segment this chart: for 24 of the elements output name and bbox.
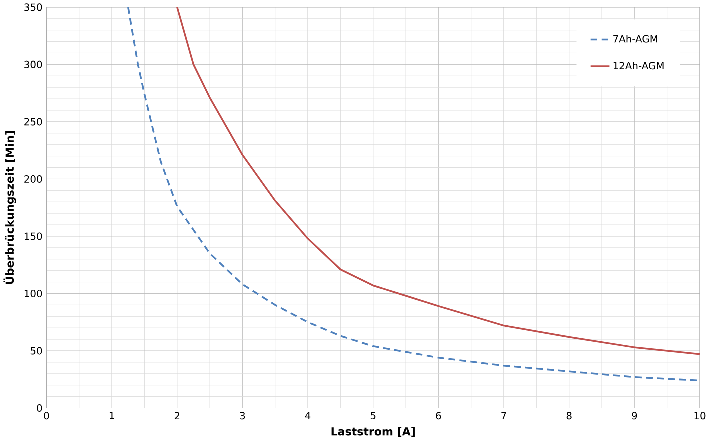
x-tick-label: 7 [502,412,506,420]
x-tick-label: 6 [436,412,442,420]
y-tick-label: 50 [30,347,42,355]
y-tick-label: 350 [24,4,42,12]
x-tick-label: 10 [694,412,706,420]
y-tick-label: 0 [37,404,42,412]
x-tick-label: 8 [566,412,572,420]
x-tick-label: 2 [174,412,180,420]
y-tick-label: 200 [24,176,42,184]
x-axis-title: Laststrom [A] [332,427,415,438]
x-tick-label: 4 [305,412,311,420]
legend-label: 12Ah-AGM [614,62,664,70]
legend-label: 7Ah-AGM [614,35,658,43]
y-tick-label: 300 [24,61,42,69]
line-series [176,8,700,356]
y-tick-label: 150 [24,232,42,240]
y-tick-label: 100 [24,290,42,298]
y-tick-label: 250 [24,118,42,126]
x-tick-label: 3 [240,412,246,420]
x-tick-label: 1 [110,412,114,420]
x-tick-label: 9 [632,412,638,420]
y-axis-title: Überbrückungszeit [Min] [4,132,16,284]
x-tick-label: 0 [44,412,50,420]
x-tick-label: 5 [370,412,376,420]
